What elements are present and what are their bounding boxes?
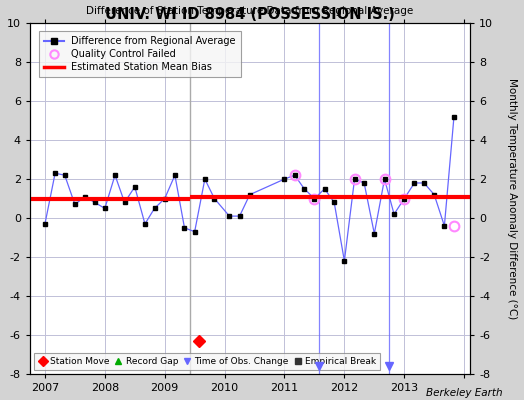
Legend: Station Move, Record Gap, Time of Obs. Change, Empirical Break: Station Move, Record Gap, Time of Obs. C…: [35, 353, 380, 370]
Y-axis label: Monthly Temperature Anomaly Difference (°C): Monthly Temperature Anomaly Difference (…: [507, 78, 517, 319]
Title: UNIV. WI ID 8984 (POSSESSION IS.): UNIV. WI ID 8984 (POSSESSION IS.): [105, 7, 395, 22]
Text: Difference of Station Temperature Data from Regional Average: Difference of Station Temperature Data f…: [86, 6, 413, 16]
Text: Berkeley Earth: Berkeley Earth: [427, 388, 503, 398]
